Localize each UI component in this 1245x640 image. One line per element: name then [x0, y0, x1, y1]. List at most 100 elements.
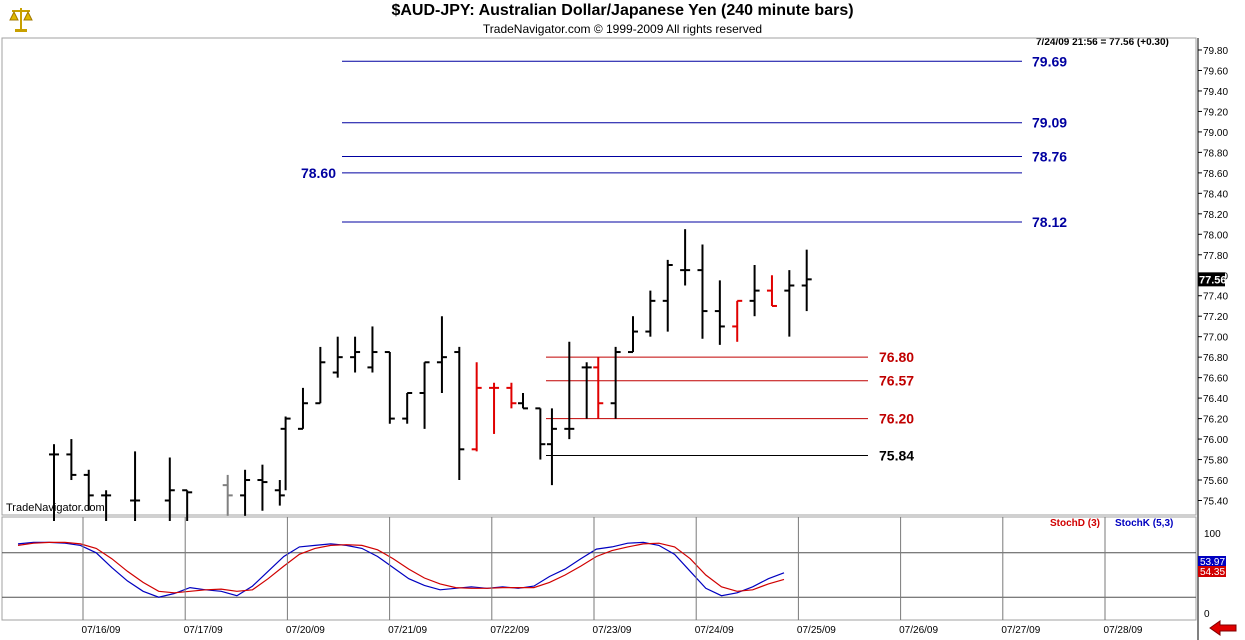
- y-tick-label: 77.00: [1203, 333, 1228, 344]
- y-tick-label: 75.40: [1203, 497, 1228, 508]
- ohlc-bar: [535, 407, 546, 460]
- y-tick-label: 78.20: [1203, 210, 1228, 221]
- y-tick-label: 78.60: [1203, 169, 1228, 180]
- level-label-75.84: 75.84: [879, 447, 914, 463]
- stoch-last-tag-bg: [1198, 566, 1226, 577]
- chart-title: $AUD-JPY: Australian Dollar/Japanese Yen…: [391, 2, 854, 19]
- y-tick-label: 77.80: [1203, 251, 1228, 262]
- stoch-tick-label: 0: [1204, 609, 1210, 620]
- y-tick-label: 76.20: [1203, 415, 1228, 426]
- ohlc-bar: [714, 280, 725, 345]
- chart-frame: [1, 37, 1199, 640]
- ohlc-bar: [257, 464, 268, 511]
- ohlc-bar: [280, 416, 291, 491]
- ohlc-bar: [274, 480, 285, 506]
- ohlc-bar: [784, 270, 795, 337]
- ohlc-bar: [130, 451, 141, 521]
- ohlc-bar: [367, 326, 378, 373]
- ohlc-bar: [680, 229, 691, 286]
- x-tick-label: 07/20/09: [286, 625, 325, 636]
- stoch-panel-border: [1, 516, 1197, 621]
- ohlc-bar: [315, 346, 326, 405]
- y-tick-label: 78.00: [1203, 230, 1228, 241]
- y-tick-label: 79.60: [1203, 66, 1228, 77]
- price-bars: [49, 229, 812, 521]
- y-tick-label: 75.80: [1203, 456, 1228, 467]
- ohlc-bar: [350, 336, 361, 373]
- ohlc-bar: [402, 391, 413, 424]
- ohlc-bar: [222, 474, 233, 516]
- level-label-76.20: 76.20: [879, 411, 914, 427]
- x-tick-label: 07/17/09: [184, 625, 223, 636]
- ohlc-bar: [454, 346, 465, 481]
- ohlc-bar: [182, 489, 193, 521]
- ohlc-bar: [628, 316, 638, 354]
- y-tick-label: 77.20: [1203, 312, 1228, 323]
- level-label-76.57: 76.57: [879, 373, 914, 389]
- scroll-left-arrow-icon: [1209, 620, 1237, 636]
- ohlc-bar: [471, 362, 482, 452]
- ohlc-bar: [593, 357, 604, 419]
- stoch-last-tag-bg: [1198, 556, 1226, 567]
- ohlc-bar: [384, 351, 395, 424]
- x-tick-label: 07/27/09: [1001, 625, 1040, 636]
- x-tick-label: 07/28/09: [1104, 625, 1143, 636]
- y-tick-label: 77.40: [1203, 292, 1228, 303]
- ohlc-bar: [240, 469, 251, 516]
- y-tick-label: 79.20: [1203, 107, 1228, 118]
- ohlc-bar: [610, 346, 621, 419]
- y-tick-label: 79.40: [1203, 87, 1228, 98]
- y-tick-label: 76.60: [1203, 374, 1228, 385]
- y-tick-label: 79.00: [1203, 128, 1228, 139]
- x-tick-label: 07/26/09: [899, 625, 938, 636]
- y-tick-label: 76.40: [1203, 394, 1228, 405]
- ohlc-bar: [662, 259, 673, 332]
- ohlc-bar: [517, 392, 528, 410]
- y-tick-label: 75.60: [1203, 476, 1228, 487]
- watermark: TradeNavigator.com: [6, 502, 105, 514]
- y-tick-label: 76.80: [1203, 353, 1228, 364]
- ohlc-bar: [546, 408, 557, 486]
- stoch-last-value-k: 53.97: [1200, 557, 1225, 568]
- stoch-series-d: [17, 541, 785, 594]
- y-tick-label: 78.40: [1203, 189, 1228, 200]
- chart-subtitle: TradeNavigator.com © 1999-2009 All right…: [482, 22, 763, 36]
- ohlc-bar: [297, 387, 308, 430]
- ohlc-bar: [766, 275, 777, 307]
- last-price-tag-bg: [1198, 272, 1225, 287]
- ohlc-bar: [749, 265, 760, 317]
- ohlc-bar: [489, 382, 500, 434]
- x-tick-label: 07/16/09: [82, 625, 121, 636]
- y-tick-label: 78.80: [1203, 148, 1228, 159]
- level-label-78.12: 78.12: [1032, 214, 1067, 230]
- ohlc-bar: [645, 290, 656, 337]
- last-price-label: 77.56: [1199, 274, 1227, 286]
- stoch-series-k: [17, 541, 785, 598]
- y-tick-label: 77.60: [1203, 271, 1228, 282]
- legend-stoch-d: StochD (3): [1050, 518, 1100, 529]
- x-tick-label: 07/23/09: [593, 625, 632, 636]
- level-label-76.80: 76.80: [879, 349, 914, 365]
- ohlc-bar: [506, 382, 517, 409]
- price-levels: 79.69 79.09 78.76 78.60 78.12 76.80 76.57 76.20…: [301, 53, 1067, 463]
- stoch-tick-label: 100: [1204, 529, 1221, 540]
- level-label-78.60: 78.60: [301, 165, 336, 181]
- x-tick-label: 07/25/09: [797, 625, 836, 636]
- level-label-78.76: 78.76: [1032, 148, 1067, 164]
- ohlc-bar: [732, 299, 743, 342]
- price-panel-border: [1, 37, 1197, 516]
- x-tick-label: 07/22/09: [490, 625, 529, 636]
- stoch-last-value-d: 54.35: [1200, 567, 1225, 578]
- level-label-79.69: 79.69: [1032, 53, 1067, 69]
- ohlc-bar: [164, 457, 175, 521]
- y-tick-label: 79.80: [1203, 46, 1228, 57]
- last-quote: 7/24/09 21:56 = 77.56 (+0.30): [1036, 37, 1169, 48]
- ohlc-bar: [564, 341, 575, 440]
- ohlc-bar: [419, 361, 430, 429]
- ohlc-bar: [581, 362, 592, 419]
- ohlc-bar: [66, 439, 77, 481]
- ohlc-bar: [697, 244, 708, 339]
- x-tick-label: 07/24/09: [695, 625, 734, 636]
